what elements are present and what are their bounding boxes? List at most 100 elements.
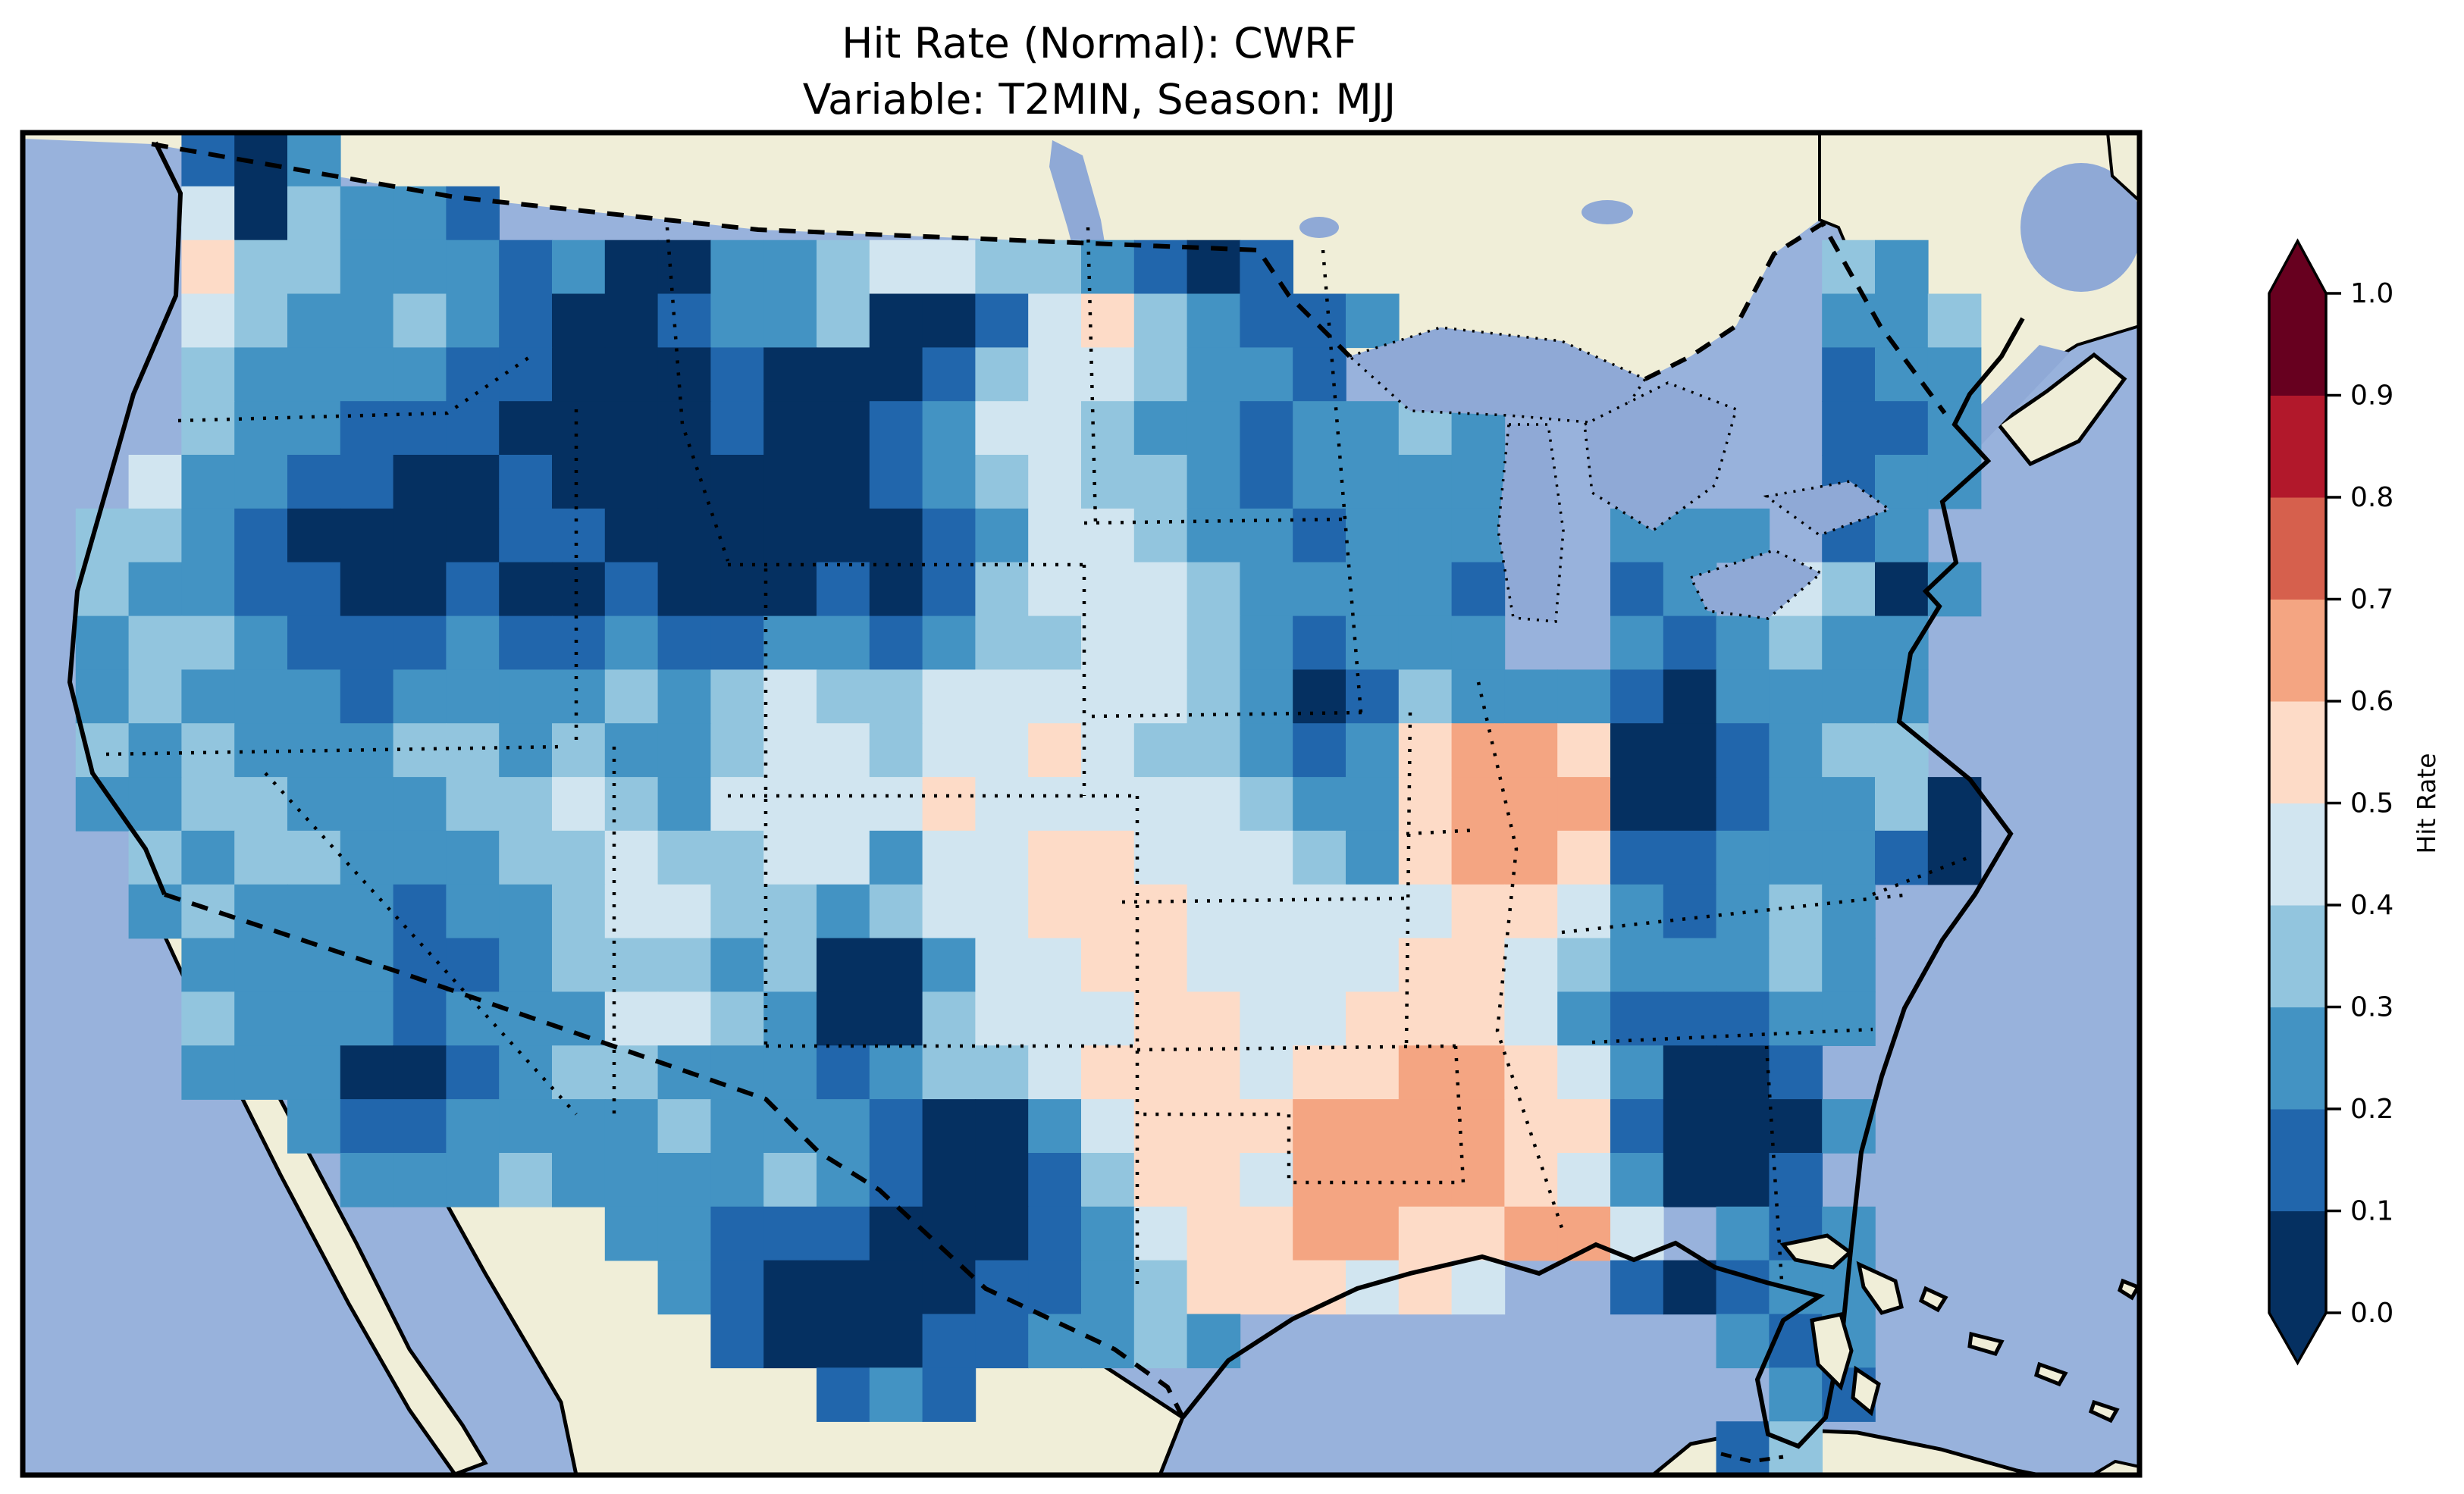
grid-cell xyxy=(1133,938,1188,993)
grid-cell xyxy=(287,401,341,456)
grid-cell xyxy=(817,1314,870,1369)
grid-cell xyxy=(817,562,870,617)
grid-cell xyxy=(975,1099,1029,1154)
colorbar-extend-max xyxy=(2269,241,2326,293)
grid-cell xyxy=(1293,777,1346,832)
grid-cell xyxy=(1346,455,1400,509)
grid-cell xyxy=(1610,777,1664,832)
gulf-of-st-lawrence xyxy=(2020,163,2142,292)
grid-cell xyxy=(1610,615,1664,671)
colorbar-segment xyxy=(2269,701,2326,803)
grid-cell xyxy=(869,293,923,349)
grid-cell xyxy=(393,1099,447,1154)
grid-cell xyxy=(1187,455,1241,509)
grid-cell xyxy=(1240,723,1293,778)
colorbar-tick-label: 0.7 xyxy=(2350,584,2393,615)
grid-cell xyxy=(234,669,288,724)
grid-cell xyxy=(1663,615,1717,671)
grid-cell xyxy=(1451,777,1506,832)
grid-cell xyxy=(1557,1153,1611,1207)
grid-cell xyxy=(763,1206,817,1261)
grid-cell xyxy=(710,508,764,563)
bahama-island xyxy=(2118,1278,2141,1301)
map-axes-frame xyxy=(20,130,2143,1478)
grid-cell xyxy=(710,347,764,402)
grid-cell xyxy=(1822,830,1876,885)
grid-cell xyxy=(287,293,341,349)
grid-cell xyxy=(1133,240,1188,295)
colorbar-segment xyxy=(2269,293,2326,396)
colorbar-ticks: 0.0 0.1 0.2 0.3 0.4 0.5 0.6 0.7 0.8 0.9 1.0 xyxy=(2326,278,2393,1329)
grid-cell xyxy=(446,562,500,617)
grid-cell xyxy=(1398,777,1453,832)
grid-cell xyxy=(1133,1260,1188,1315)
grid-cell xyxy=(446,777,500,832)
grid-cell xyxy=(1504,1153,1558,1207)
grid-cell xyxy=(1769,1367,1823,1422)
grid-cell xyxy=(1875,347,1929,402)
grid-cell xyxy=(869,508,923,563)
grid-cell xyxy=(1028,991,1082,1046)
grid-cell xyxy=(657,669,712,724)
grid-cell xyxy=(1716,1153,1770,1207)
grid-cell xyxy=(1028,1153,1082,1207)
grid-cell xyxy=(1028,723,1082,778)
grid-cell xyxy=(1346,830,1400,885)
grid-cell xyxy=(710,1314,764,1369)
grid-cell xyxy=(1451,1153,1506,1207)
grid-cell xyxy=(869,1314,923,1369)
grid-cell xyxy=(1822,615,1876,671)
grid-cell xyxy=(922,455,977,509)
grid-cell xyxy=(604,347,659,402)
grid-cell xyxy=(340,1153,394,1207)
state-border-mississippi-river xyxy=(1476,681,1564,1229)
grid-cell xyxy=(1716,615,1770,671)
grid-cell xyxy=(975,401,1029,456)
grid-cell xyxy=(1663,777,1717,832)
grid-cell xyxy=(710,562,764,617)
grid-cell xyxy=(1769,723,1823,778)
grid-cell xyxy=(340,1099,394,1154)
bahama-island-andros xyxy=(1810,1312,1854,1391)
grid-cell xyxy=(1133,1153,1188,1207)
grid-cell xyxy=(1504,669,1558,724)
chart-title-line1: Hit Rate (Normal): CWRF xyxy=(842,19,1357,67)
grid-cell xyxy=(552,723,606,778)
colorbar-tick-label: 0.3 xyxy=(2350,992,2393,1023)
grid-cell xyxy=(393,508,447,563)
grid-cell xyxy=(1346,1260,1400,1315)
grid-cell xyxy=(1028,938,1082,993)
grid-cell xyxy=(1028,347,1082,402)
grid-cell xyxy=(1875,240,1929,295)
grid-cell xyxy=(128,508,183,563)
grid-cell xyxy=(1557,1045,1611,1100)
grid-cell xyxy=(1187,293,1241,349)
grid-cell xyxy=(817,455,870,509)
grid-cell xyxy=(657,1206,712,1261)
grid-cell xyxy=(552,293,606,349)
grid-cell xyxy=(1610,723,1664,778)
grid-cell xyxy=(975,669,1029,724)
grid-cell xyxy=(1240,777,1293,832)
grid-cell xyxy=(1081,1153,1135,1207)
grid-cell xyxy=(287,562,341,617)
grid-cell xyxy=(1187,830,1241,885)
canadian-lake xyxy=(1582,200,1633,224)
grid-cell xyxy=(1081,723,1135,778)
colorbar-segment xyxy=(2269,1007,2326,1110)
grid-cell xyxy=(869,401,923,456)
grid-cell xyxy=(1451,669,1506,724)
colorbar-segment xyxy=(2269,497,2326,600)
grid-cell xyxy=(1822,347,1876,402)
grid-cell xyxy=(234,508,288,563)
grid-cell xyxy=(340,455,394,509)
grid-cell xyxy=(657,991,712,1046)
grid-cell xyxy=(763,777,817,832)
grid-cell xyxy=(446,186,500,241)
grid-cell xyxy=(1610,1153,1664,1207)
colorbar-segments xyxy=(2269,241,2326,1363)
chart-title-line2: Variable: T2MIN, Season: MJJ xyxy=(803,75,1397,124)
grid-cell xyxy=(1081,508,1135,563)
bahama-island xyxy=(2033,1361,2068,1387)
